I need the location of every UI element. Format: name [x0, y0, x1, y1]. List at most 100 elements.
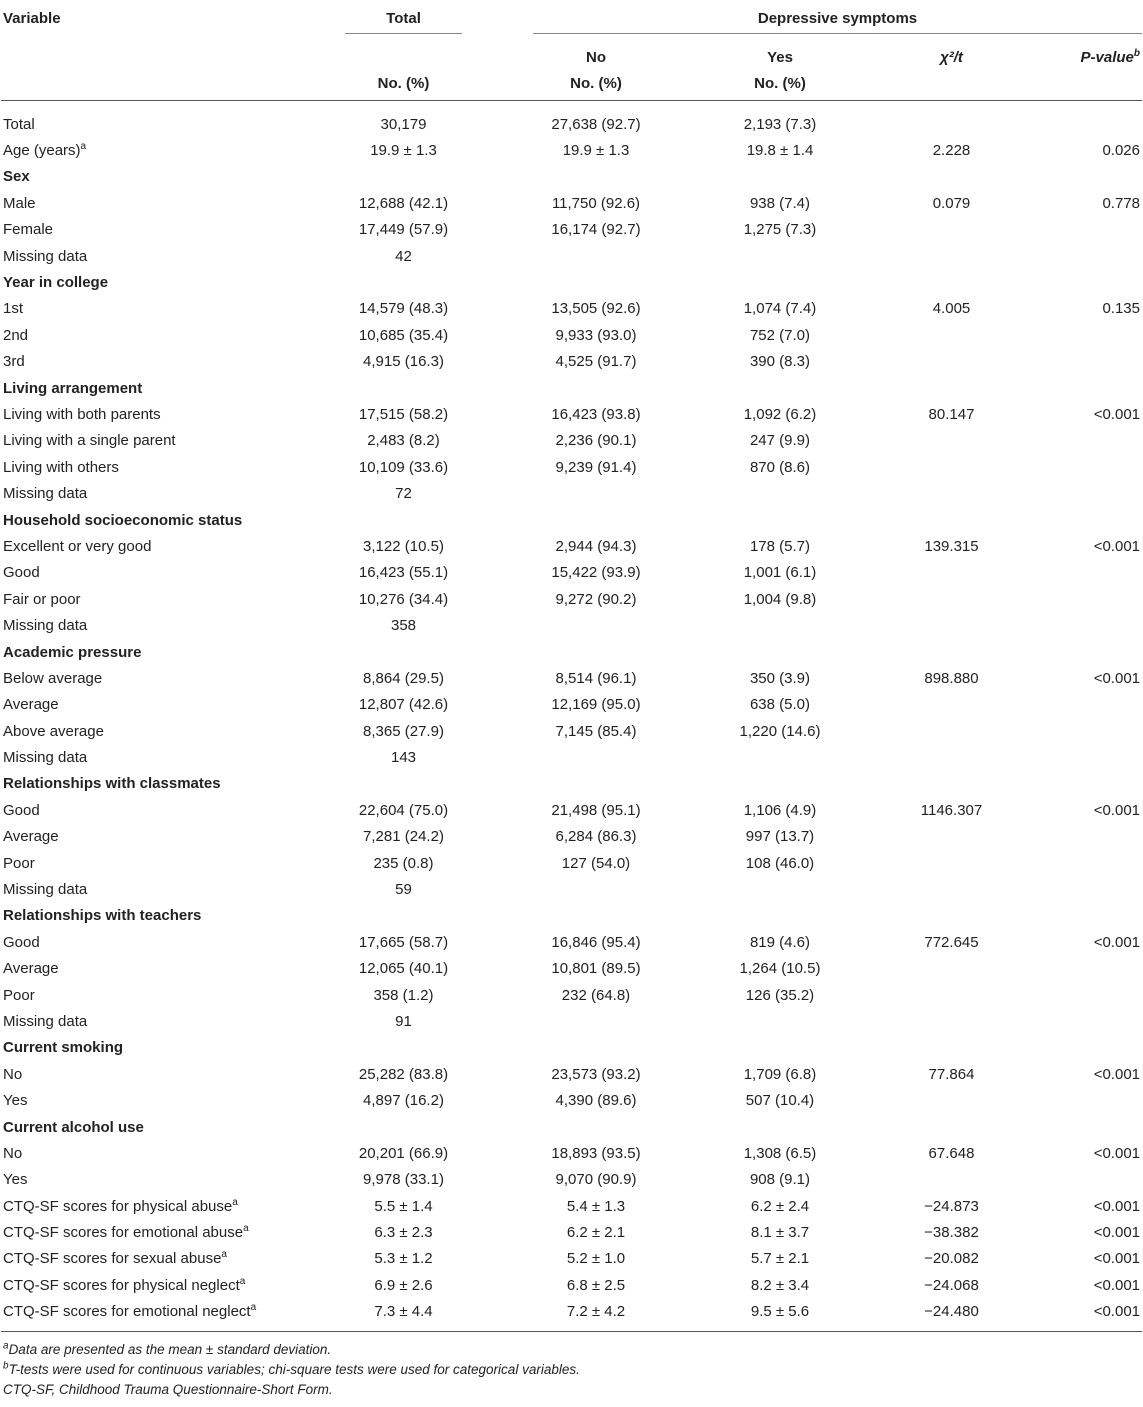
cell-total: [326, 1114, 481, 1140]
cell-statistic: [849, 322, 1054, 348]
row-label: Living with others: [3, 458, 119, 476]
cell-no: [481, 612, 711, 638]
cell-pvalue: [1054, 375, 1142, 401]
row-label: Average: [3, 960, 59, 978]
cell-yes: 19.8 ± 1.4: [746, 142, 814, 160]
row-label: Missing data: [3, 247, 88, 265]
cell-statistic: [849, 375, 1054, 401]
row-label: Missing data: [3, 617, 88, 635]
row-label: Living with a single parent: [3, 432, 176, 450]
cell-statistic: [849, 586, 1054, 612]
cell-yes: 9.5 ± 5.6: [711, 1298, 849, 1332]
cell-statistic: [849, 480, 1054, 506]
cell-yes: 1,220 (14.6): [739, 722, 821, 740]
cell-no: 127 (54.0): [561, 854, 631, 872]
cell-no: 9,933 (93.0): [555, 326, 637, 344]
table-row: No 25,282 (83.8) 23,573 (93.2) 1,709 (6.8) 7…: [1, 1061, 1142, 1087]
row-label: CTQ-SF scores for physical neglecta: [3, 1275, 246, 1294]
cell-yes: 507 (10.4): [745, 1092, 815, 1110]
cell-pvalue: [1054, 507, 1142, 533]
cell-total: 17,665 (58.7): [358, 933, 449, 951]
header-no: No: [586, 49, 606, 66]
header-total-nopct: No. (%): [326, 66, 481, 101]
row-label: Age (years)a: [3, 141, 87, 160]
cell-total: 25,282 (83.8): [358, 1065, 449, 1083]
cell-pvalue: <0.001: [1093, 801, 1140, 819]
cell-yes: [711, 744, 849, 770]
row-label: Good: [3, 564, 40, 582]
row-label: Good: [3, 933, 40, 951]
cell-total: 6.3 ± 2.3: [374, 1224, 433, 1242]
row-label: Poor: [3, 986, 35, 1004]
section-row: Year in college: [1, 269, 1142, 295]
section-row: Current smoking: [1, 1035, 1142, 1061]
table-body: Total 30,179 27,638 (92.7) 2,193 (7.3) Age (…: [1, 101, 1142, 1332]
cell-statistic: [849, 1114, 1054, 1140]
cell-pvalue: [1054, 243, 1142, 269]
cell-no: [481, 375, 711, 401]
cell-pvalue: <0.001: [1093, 1197, 1140, 1215]
cell-no: [481, 164, 711, 190]
section-row: Current alcohol use: [1, 1114, 1142, 1140]
cell-pvalue: 0.026: [1102, 142, 1140, 160]
cell-pvalue: [1054, 1114, 1142, 1140]
cell-pvalue: [1054, 349, 1142, 375]
cell-statistic: −38.382: [924, 1224, 979, 1242]
cell-no: [481, 639, 711, 665]
cell-yes: [711, 243, 849, 269]
cell-pvalue: <0.001: [1093, 1144, 1140, 1162]
cell-statistic: 77.864: [928, 1065, 975, 1083]
cell-yes: 1,264 (10.5): [739, 960, 821, 978]
cell-pvalue: [1054, 1008, 1142, 1034]
cell-total: [326, 375, 481, 401]
table-row: Good 16,423 (55.1) 15,422 (93.9) 1,001 (6.1…: [1, 560, 1142, 586]
cell-yes: 1,275 (7.3): [743, 221, 817, 239]
cell-no: 16,174 (92.7): [551, 221, 641, 239]
cell-no: 6.2 ± 2.1: [566, 1224, 626, 1242]
cell-no: [481, 771, 711, 797]
cell-total: 14,579 (48.3): [358, 300, 449, 318]
cell-pvalue: [1054, 639, 1142, 665]
cell-total: 12,688 (42.1): [358, 194, 449, 212]
cell-no: 23,573 (93.2): [551, 1065, 641, 1083]
cell-pvalue: [1054, 269, 1142, 295]
table-row: Yes 4,897 (16.2) 4,390 (89.6) 507 (10.4): [1, 1087, 1142, 1113]
cell-total: 12,065 (40.1): [358, 960, 449, 978]
cell-statistic: −20.082: [924, 1250, 979, 1268]
cell-pvalue: [1054, 771, 1142, 797]
cell-pvalue: [1054, 718, 1142, 744]
cell-total: 8,365 (27.9): [363, 722, 444, 740]
cell-pvalue: <0.001: [1093, 933, 1140, 951]
row-label: Household socioeconomic status: [3, 511, 243, 529]
row-label: Above average: [3, 722, 104, 740]
cell-no: 16,846 (95.4): [551, 933, 641, 951]
cell-total: 16,423 (55.1): [358, 564, 449, 582]
row-label: Average: [3, 696, 59, 714]
cell-pvalue: 0.778: [1102, 194, 1140, 212]
row-label: CTQ-SF scores for emotional neglecta: [1, 1298, 326, 1332]
cell-yes: 908 (9.1): [749, 1171, 811, 1189]
cell-yes: 8.1 ± 3.7: [750, 1224, 810, 1242]
cell-yes: [711, 480, 849, 506]
cell-yes: 997 (13.7): [745, 828, 815, 846]
section-row: Sex: [1, 164, 1142, 190]
cell-yes: 1,106 (4.9): [743, 801, 817, 819]
cell-statistic: [849, 1008, 1054, 1034]
cell-no: 15,422 (93.9): [551, 564, 641, 582]
table-row: Total 30,179 27,638 (92.7) 2,193 (7.3): [1, 101, 1142, 138]
cell-no: 7,145 (85.4): [555, 722, 637, 740]
cell-statistic: [849, 850, 1054, 876]
cell-yes: 1,004 (9.8): [743, 590, 817, 608]
cell-statistic: [849, 101, 1054, 138]
cell-no: 10,801 (89.5): [551, 960, 641, 978]
row-label: Missing data: [3, 749, 88, 767]
cell-no: [481, 876, 711, 902]
cell-pvalue: <0.001: [1093, 1276, 1140, 1294]
cell-no: 4,390 (89.6): [555, 1092, 637, 1110]
table-row: Missing data 59: [1, 876, 1142, 902]
row-label: Current smoking: [3, 1039, 124, 1057]
row-label: No: [3, 1065, 23, 1083]
table-row: Living with both parents 17,515 (58.2) 16,…: [1, 401, 1142, 427]
cell-statistic: [849, 1167, 1054, 1193]
